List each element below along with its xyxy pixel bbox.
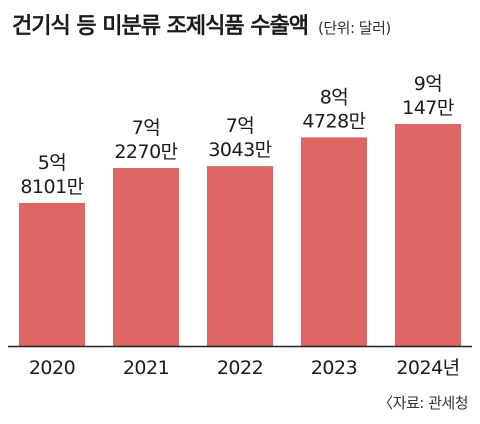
- bar-2022: [207, 166, 273, 346]
- data-label-2022-1: 3043만: [208, 139, 271, 161]
- bar-2020: [19, 202, 85, 346]
- x-tick-2020: 2020: [29, 357, 75, 379]
- x-tick-2024년: 2024년: [396, 357, 459, 379]
- x-tick-2023: 2023: [311, 357, 357, 379]
- data-label-2021-0: 7억: [132, 117, 161, 139]
- data-label-2024년-0: 9억: [414, 73, 443, 95]
- data-label-2020-1: 8101만: [20, 176, 83, 198]
- x-tick-2021: 2021: [123, 357, 169, 379]
- title-row: 건기식 등 미분류 조제식품 수출액 (단위: 달러): [12, 8, 472, 48]
- unit-label: (단위: 달러): [318, 19, 391, 37]
- chart-title: 건기식 등 미분류 조제식품 수출액: [12, 14, 309, 39]
- bar-2023: [301, 137, 367, 346]
- data-label-2024년-1: 147만: [402, 97, 454, 119]
- data-label-2023-1: 4728만: [302, 110, 365, 132]
- bar-2021: [113, 168, 179, 346]
- data-label-2021-1: 2270만: [114, 141, 177, 163]
- x-tick-2022: 2022: [217, 357, 263, 379]
- source-label: 〈자료: 관세청: [378, 394, 468, 412]
- data-label-2020-0: 5억: [38, 152, 67, 174]
- data-label-2023-0: 8억: [320, 86, 349, 108]
- bar-2024년: [395, 124, 461, 346]
- data-label-2022-0: 7억: [226, 115, 255, 137]
